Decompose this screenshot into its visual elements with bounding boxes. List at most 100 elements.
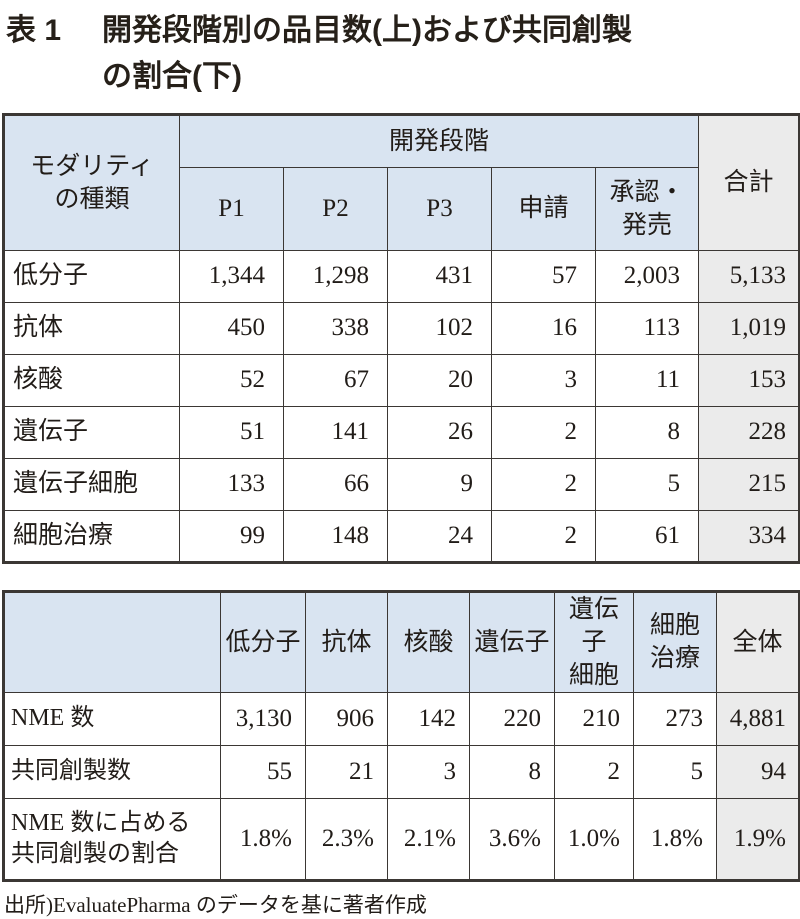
cell-p2: 67 (283, 353, 388, 407)
cell-p3: 102 (387, 301, 492, 355)
cell-approved: 113 (594, 301, 700, 355)
cell-nucleic-acid: 142 (387, 691, 470, 746)
cell-filed: 16 (491, 301, 596, 355)
cell-total: 334 (698, 509, 800, 563)
cell-small-molecule: 1.8% (220, 797, 306, 881)
table-row: 遺伝子細胞 133 66 9 2 5 215 (3, 457, 800, 511)
cell-cell-therapy: 1.8% (633, 797, 717, 881)
cell-total: 228 (698, 405, 800, 459)
co-creation-ratio-table: 低分子 抗体 核酸 遺伝子 遺伝子 細胞 細胞 治療 全体 NME 数 3,13… (2, 589, 800, 882)
cell-p1: 1,344 (179, 249, 284, 303)
cell-p1: 99 (179, 509, 284, 563)
cell-approved: 61 (594, 509, 700, 563)
table-row: NME 数に占める 共同創製の割合 1.8% 2.3% 2.1% 3.6% 1.… (3, 797, 800, 881)
cell-nucleic-acid: 3 (387, 744, 470, 799)
cell-gene-cell: 210 (554, 691, 634, 746)
table2-header-row: 低分子 抗体 核酸 遺伝子 遺伝子 細胞 細胞 治療 全体 (3, 590, 800, 693)
table-row: 遺伝子 51 141 26 2 8 228 (3, 405, 800, 459)
development-stage-table: モダリティ の種類 開発段階 合計 P1 P2 P3 申請 承認・ 発売 低分子… (2, 112, 800, 564)
column-header-cell-therapy: 細胞 治療 (633, 590, 717, 693)
table-row: 核酸 52 67 20 3 11 153 (3, 353, 800, 407)
cell-total: 215 (698, 457, 800, 511)
cell-filed: 2 (491, 509, 596, 563)
table-number: 表 1 (6, 14, 62, 47)
cell-gene: 3.6% (469, 797, 555, 881)
column-header-antibody: 抗体 (305, 590, 388, 693)
modality-label: 核酸 (3, 353, 180, 407)
row-label-co-creation-count: 共同創製数 (3, 744, 221, 799)
table-row: 抗体 450 338 102 16 113 1,019 (3, 301, 800, 355)
modality-label: 遺伝子細胞 (3, 457, 180, 511)
modality-label: 細胞治療 (3, 509, 180, 563)
cell-overall: 94 (716, 744, 800, 799)
cell-overall: 1.9% (716, 797, 800, 881)
cell-filed: 3 (491, 353, 596, 407)
cell-total: 153 (698, 353, 800, 407)
cell-p1: 450 (179, 301, 284, 355)
cell-p3: 24 (387, 509, 492, 563)
total-column-header: 合計 (698, 113, 800, 251)
cell-p2: 338 (283, 301, 388, 355)
cell-total: 1,019 (698, 301, 800, 355)
column-header-nucleic-acid: 核酸 (387, 590, 470, 693)
cell-small-molecule: 3,130 (220, 691, 306, 746)
cell-nucleic-acid: 2.1% (387, 797, 470, 881)
corner-empty-header (3, 590, 221, 693)
cell-total: 5,133 (698, 249, 800, 303)
cell-small-molecule: 55 (220, 744, 306, 799)
stage-header-filed: 申請 (491, 166, 596, 251)
stage-header-approved: 承認・ 発売 (594, 166, 700, 251)
row-label-nme-count: NME 数 (3, 691, 221, 746)
table-title: 表 1 開発段階別の品目数(上)および共同創製 の割合(下) (6, 8, 798, 100)
cell-gene-cell: 1.0% (554, 797, 634, 881)
cell-cell-therapy: 5 (633, 744, 717, 799)
modality-label: 低分子 (3, 249, 180, 303)
cell-p3: 431 (387, 249, 492, 303)
stage-header-p3: P3 (387, 166, 492, 251)
modality-label: 抗体 (3, 301, 180, 355)
column-header-gene: 遺伝子 (469, 590, 555, 693)
table-row: 共同創製数 55 21 3 8 2 5 94 (3, 744, 800, 799)
stage-header-p1: P1 (179, 166, 284, 251)
cell-p1: 133 (179, 457, 284, 511)
cell-p1: 52 (179, 353, 284, 407)
cell-filed: 2 (491, 405, 596, 459)
table-title-text: 開発段階別の品目数(上)および共同創製 の割合(下) (102, 14, 632, 93)
overall-column-header: 全体 (716, 590, 800, 693)
development-stage-group-header: 開発段階 (178, 113, 700, 168)
stage-header-p2: P2 (283, 166, 388, 251)
table-row: 細胞治療 99 148 24 2 61 334 (3, 509, 800, 563)
table-row: 低分子 1,344 1,298 431 57 2,003 5,133 (3, 249, 800, 303)
cell-approved: 8 (594, 405, 700, 459)
cell-gene-cell: 2 (554, 744, 634, 799)
cell-filed: 57 (491, 249, 596, 303)
cell-p3: 9 (387, 457, 492, 511)
cell-gene: 220 (469, 691, 555, 746)
cell-overall: 4,881 (716, 691, 800, 746)
cell-filed: 2 (491, 457, 596, 511)
row-label-co-creation-ratio: NME 数に占める 共同創製の割合 (3, 797, 221, 881)
cell-p2: 148 (283, 509, 388, 563)
cell-p3: 20 (387, 353, 492, 407)
cell-antibody: 2.3% (305, 797, 388, 881)
cell-antibody: 21 (305, 744, 388, 799)
column-header-gene-cell: 遺伝子 細胞 (554, 590, 634, 693)
source-note: 出所)EvaluatePharma のデータを基に著者作成 (4, 892, 427, 917)
cell-antibody: 906 (305, 691, 388, 746)
cell-p2: 141 (283, 405, 388, 459)
cell-approved: 2,003 (594, 249, 700, 303)
table-row: NME 数 3,130 906 142 220 210 273 4,881 (3, 691, 800, 746)
cell-cell-therapy: 273 (633, 691, 717, 746)
table1-header-row-1: モダリティ の種類 開発段階 合計 (3, 113, 800, 251)
table1-header-row-2: P1 P2 P3 申請 承認・ 発売 (4, 166, 800, 251)
cell-gene: 8 (469, 744, 555, 799)
cell-approved: 5 (594, 457, 700, 511)
cell-p3: 26 (387, 405, 492, 459)
cell-p2: 66 (283, 457, 388, 511)
cell-p2: 1,298 (283, 249, 388, 303)
cell-approved: 11 (594, 353, 700, 407)
column-header-small-molecule: 低分子 (220, 590, 306, 693)
modality-type-header: モダリティ の種類 (3, 113, 180, 251)
modality-label: 遺伝子 (3, 405, 180, 459)
